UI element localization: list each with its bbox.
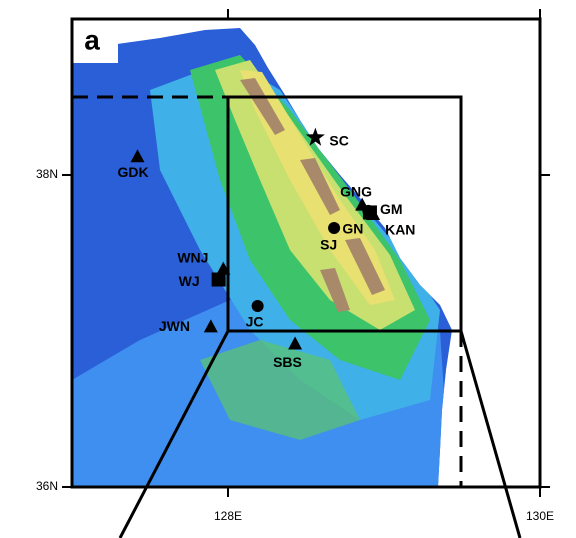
station-label: WJ: [179, 273, 200, 289]
station-label: KAN: [385, 222, 415, 238]
station-label: WNJ: [177, 249, 208, 265]
station-label: GN: [342, 221, 363, 237]
station-marker: [252, 300, 264, 312]
lon-tick-label: 128E: [214, 509, 242, 523]
station-label: SJ: [320, 237, 337, 253]
panel-label: a: [84, 24, 100, 55]
station-label: SBS: [273, 354, 302, 370]
station-label: GM: [380, 201, 403, 217]
station-label: GNG: [340, 183, 372, 199]
station-label: GDK: [118, 164, 149, 180]
station-marker: [362, 205, 374, 217]
station-marker: [212, 273, 226, 287]
terrain: [72, 19, 540, 487]
map: a 128E 130E 38N 36N SC GNG GM KAN GN SJ GDK WNJ WJ JW…: [0, 0, 576, 538]
lat-tick-label: 38N: [36, 167, 58, 181]
station-marker: [328, 222, 340, 234]
lat-tick-label: 36N: [36, 479, 58, 493]
station-label: JC: [246, 314, 264, 330]
station-label: JWN: [159, 318, 190, 334]
station-label: SC: [329, 132, 348, 148]
lon-tick-label: 130E: [526, 509, 554, 523]
